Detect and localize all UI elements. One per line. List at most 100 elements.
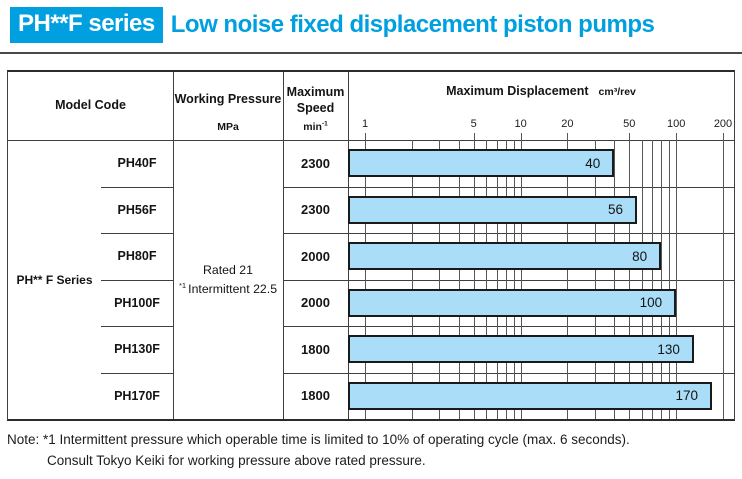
spec-table: Model Code Working Pressure MPa Maximum … xyxy=(7,70,735,421)
axis-tick xyxy=(629,133,631,140)
footnote: Note: *1 Intermittent pressure which ope… xyxy=(7,429,630,471)
displacement-unit-label: cm³/rev xyxy=(598,86,636,98)
axis-tick-label: 5 xyxy=(470,118,477,130)
column-border xyxy=(283,72,284,419)
gridline xyxy=(505,140,507,419)
column-header-model-code: Model Code xyxy=(8,72,173,140)
axis-tick-label: 50 xyxy=(623,118,636,130)
working-pressure-rated: Rated 21 xyxy=(203,262,253,277)
gridline xyxy=(594,140,596,419)
gridline xyxy=(614,140,616,419)
bar-value-label: 130 xyxy=(657,341,680,357)
column-header-working-pressure: Working Pressure MPa xyxy=(173,72,283,140)
displacement-bar: 100 xyxy=(348,288,677,317)
row-separator xyxy=(101,233,173,234)
row-separator xyxy=(101,186,173,188)
row-separator xyxy=(283,326,734,327)
gridline xyxy=(661,140,663,419)
axis-tick xyxy=(723,133,724,140)
gridline xyxy=(473,140,475,419)
column-border xyxy=(173,72,174,419)
axis-tick-label: 100 xyxy=(667,118,686,130)
model-code-cell: PH100F xyxy=(114,295,160,310)
bar-value-label: 100 xyxy=(639,295,663,311)
working-pressure-intermittent-text: Intermittent 22.5 xyxy=(188,281,278,296)
gridline xyxy=(496,140,498,419)
footnote-line-2: Consult Tokyo Keiki for working pressure… xyxy=(47,453,426,468)
displacement-bar: 130 xyxy=(348,335,694,364)
speed-cell: 2000 xyxy=(301,295,330,311)
speed-cell: 2300 xyxy=(301,202,330,218)
row-separator xyxy=(283,372,734,374)
speed-unit-label: min-1 xyxy=(283,121,348,134)
axis-tick-label: 20 xyxy=(561,118,574,130)
row-separator xyxy=(283,186,734,188)
axis-tick-label: 200 xyxy=(713,118,733,130)
gridline xyxy=(567,140,569,419)
axis-tick-label: 10 xyxy=(514,118,527,130)
footnote-marker: *1 xyxy=(178,280,187,290)
displacement-bar: 80 xyxy=(348,242,662,271)
header-divider xyxy=(8,140,734,141)
model-code-cell: PH56F xyxy=(117,202,157,217)
working-pressure-value: Rated 21 *1 Intermittent 22.5 xyxy=(173,140,283,419)
gridline xyxy=(411,140,413,419)
gridline xyxy=(486,140,488,419)
displacement-bar: 56 xyxy=(348,195,637,224)
page-title: Low noise fixed displacement piston pump… xyxy=(170,11,655,39)
model-code-header-label: Model Code xyxy=(55,98,126,113)
speed-cell: 2000 xyxy=(301,248,330,264)
working-pressure-intermittent: *1 Intermittent 22.5 xyxy=(179,280,277,299)
working-pressure-unit-label: MPa xyxy=(217,120,239,133)
model-code-cell: PH80F xyxy=(117,249,157,264)
maximum-displacement-header-label: Maximum Displacement xyxy=(446,84,589,98)
series-group-label: PH** F Series xyxy=(16,272,93,287)
speed-unit-base: min xyxy=(303,120,322,133)
axis-tick xyxy=(520,133,522,140)
speed-cell: 1800 xyxy=(301,388,330,404)
speed-unit-exponent: -1 xyxy=(321,120,328,128)
gridline xyxy=(365,140,366,419)
axis-tick xyxy=(365,133,366,140)
model-code-cell: PH40F xyxy=(117,156,157,171)
title-bar: PH**F series Low noise fixed displacemen… xyxy=(10,7,655,44)
row-separator xyxy=(101,279,173,281)
gridline xyxy=(669,140,670,419)
title-divider xyxy=(0,52,742,54)
gridline xyxy=(439,140,441,419)
row-separator xyxy=(283,233,734,234)
model-code-cell: PH170F xyxy=(114,388,160,403)
axis-tick-label: 1 xyxy=(361,118,369,130)
footnote-line-1: Note: *1 Intermittent pressure which ope… xyxy=(7,432,630,447)
displacement-bar: 40 xyxy=(348,149,615,178)
row-separator xyxy=(101,372,173,374)
gridline xyxy=(723,140,724,419)
bar-value-label: 56 xyxy=(607,202,623,218)
working-pressure-header-label: Working Pressure xyxy=(174,92,282,107)
maximum-speed-header-label: Maximum Speed xyxy=(286,85,345,115)
row-separator xyxy=(101,326,173,327)
speed-cell: 1800 xyxy=(301,341,330,357)
gridline xyxy=(641,140,643,419)
gridline xyxy=(629,140,631,419)
column-header-maximum-displacement: Maximum Displacement cm³/rev xyxy=(348,84,734,104)
gridline xyxy=(520,140,522,419)
model-code-cell: PH130F xyxy=(114,342,160,357)
series-badge: PH**F series xyxy=(10,7,163,44)
speed-cell: 2300 xyxy=(301,155,330,171)
axis-tick xyxy=(567,133,569,140)
gridline xyxy=(652,140,654,419)
gridline xyxy=(513,140,515,419)
table-body: 1 5 10 20 50 100 200 PH40F 2300 40 PH56F 2300 56 PH80… xyxy=(8,72,734,419)
bar-value-label: 80 xyxy=(632,248,648,264)
column-header-maximum-speed: Maximum Speed min-1 xyxy=(283,72,348,140)
row-separator xyxy=(283,279,734,281)
axis-tick xyxy=(676,133,678,140)
gridline xyxy=(458,140,460,419)
bar-value-label: 170 xyxy=(675,388,698,404)
displacement-bar: 170 xyxy=(348,381,712,410)
axis-tick xyxy=(473,133,475,140)
bar-value-label: 40 xyxy=(585,155,601,171)
gridline xyxy=(676,140,678,419)
